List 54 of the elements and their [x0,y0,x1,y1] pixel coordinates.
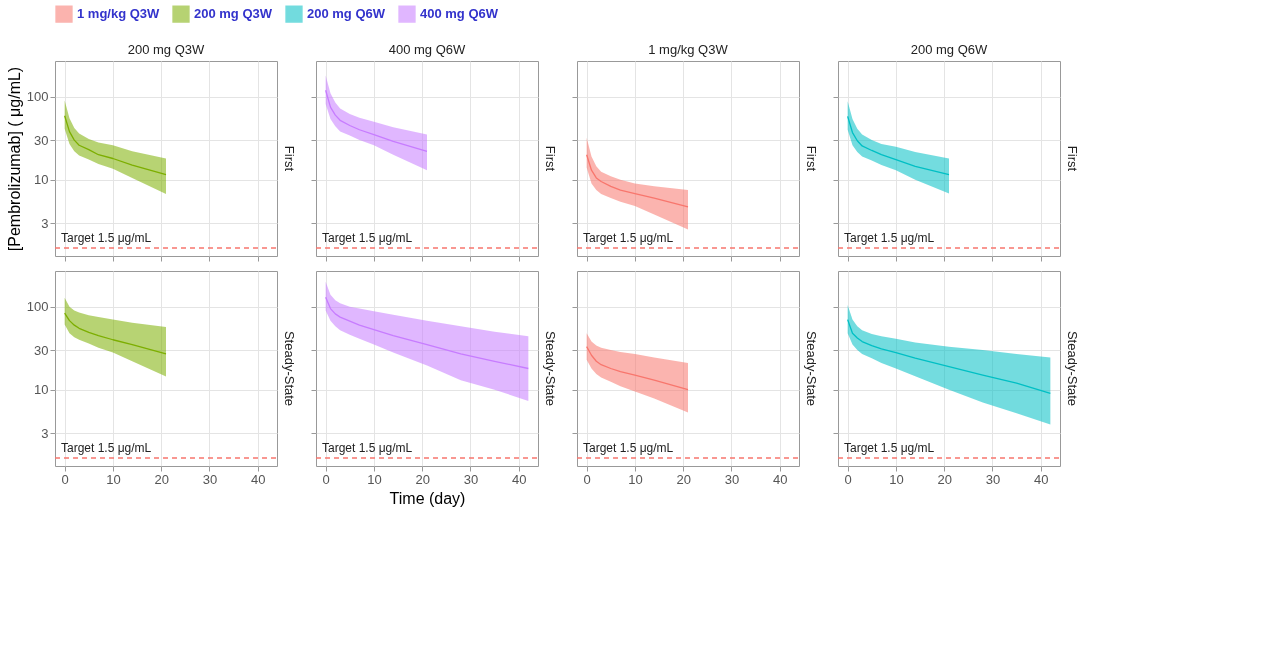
chart-title: 1 mg/kg Q3W [648,42,729,57]
x-tick-label: 30 [202,471,218,487]
y-axis-title: [Pembrolizumab] ( μg/mL) [5,66,23,252]
text: First [543,145,558,172]
y-tick-label: 10 [34,382,49,398]
chart-title: 200 mg Q6W [910,42,989,57]
y-tick-label: 3 [41,425,49,441]
ref-line-label: Target 1.5 μg/mL [322,440,413,455]
x-tick-label: 0 [844,471,852,487]
y-tick-label: 100 [26,299,49,315]
legend-label: 1 mg/kg Q3W [77,6,161,22]
ref-line-label: Target 1.5 μg/mL [61,230,152,245]
text: Steady-State [1065,330,1080,407]
legend-label: 200 mg Q3W [194,6,273,22]
x-tick-label: 40 [772,471,788,487]
text: First [282,145,297,172]
text: Steady-State [282,330,297,407]
y-tick-label: 30 [34,342,49,358]
x-tick-label: 10 [628,471,643,487]
x-tick-label: 30 [463,471,479,487]
x-tick-label: 30 [724,471,740,487]
x-tick-label: 30 [985,471,1001,487]
y-tick-label: 100 [26,89,49,105]
x-tick-label: 40 [1033,471,1049,487]
text: First [804,145,819,172]
x-tick-label: 20 [937,471,952,487]
x-tick-label: 20 [676,471,691,487]
x-tick-label: 0 [61,471,69,487]
x-axis-title: Time (day) [389,489,466,507]
text: Steady-State [804,330,819,407]
chart-title: 200 mg Q3W [127,42,206,57]
chart-title: 400 mg Q6W [388,42,467,57]
ref-line-label: Target 1.5 μg/mL [583,230,674,245]
legend-label: 400 mg Q6W [420,6,499,22]
x-tick-label: 20 [415,471,430,487]
x-tick-label: 0 [322,471,330,487]
y-tick-label: 30 [34,132,49,148]
x-tick-label: 40 [511,471,527,487]
ref-line-label: Target 1.5 μg/mL [61,440,152,455]
y-tick-label: 3 [41,215,49,231]
ref-line-label: Target 1.5 μg/mL [322,230,413,245]
x-tick-label: 0 [583,471,591,487]
ref-line-label: Target 1.5 μg/mL [583,440,674,455]
x-tick-label: 10 [367,471,382,487]
x-tick-label: 10 [106,471,121,487]
x-tick-label: 20 [154,471,169,487]
text: Steady-State [543,330,558,407]
x-tick-label: 10 [889,471,904,487]
legend-label: 200 mg Q6W [307,6,386,22]
x-tick-label: 40 [250,471,266,487]
y-tick-label: 10 [34,172,49,188]
text: First [1065,145,1080,172]
ref-line-label: Target 1.5 μg/mL [844,230,935,245]
ref-line-label: Target 1.5 μg/mL [844,440,935,455]
